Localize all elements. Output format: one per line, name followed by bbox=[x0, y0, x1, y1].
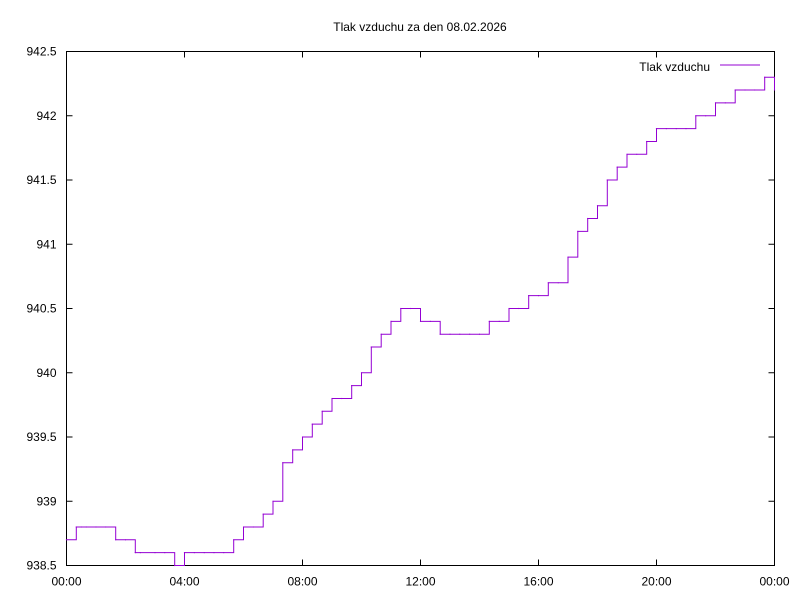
data-point bbox=[400, 307, 402, 310]
x-tick-label: 04:00 bbox=[169, 575, 199, 589]
y-tick-label: 942 bbox=[36, 109, 56, 123]
data-point bbox=[292, 449, 294, 451]
x-tick-label: 00:00 bbox=[51, 575, 81, 589]
data-point bbox=[95, 526, 97, 528]
data-point bbox=[154, 552, 156, 554]
data-point bbox=[419, 320, 422, 322]
data-point bbox=[213, 552, 215, 554]
data-point bbox=[773, 89, 776, 91]
data-point bbox=[616, 166, 618, 168]
data-point bbox=[65, 539, 68, 541]
data-point bbox=[193, 552, 195, 554]
data-point bbox=[262, 513, 264, 515]
data-point bbox=[626, 153, 628, 155]
data-point bbox=[311, 423, 313, 425]
data-point bbox=[341, 397, 343, 400]
data-point bbox=[557, 282, 559, 284]
data-point bbox=[164, 552, 166, 554]
data-point bbox=[85, 526, 87, 528]
data-point bbox=[695, 115, 697, 117]
data-point bbox=[764, 76, 766, 78]
data-point bbox=[124, 539, 127, 541]
series-group bbox=[65, 76, 776, 567]
y-tick-label: 940 bbox=[36, 366, 56, 380]
data-point bbox=[665, 128, 667, 130]
data-point bbox=[724, 102, 726, 104]
data-point bbox=[223, 552, 225, 554]
data-point bbox=[139, 552, 141, 554]
data-point bbox=[360, 372, 363, 374]
data-point bbox=[508, 307, 510, 310]
data-point bbox=[75, 526, 77, 528]
data-point bbox=[301, 436, 304, 438]
y-tick-label: 938.5 bbox=[26, 559, 56, 573]
data-point bbox=[744, 89, 746, 91]
data-point bbox=[577, 230, 579, 232]
data-point bbox=[410, 307, 412, 310]
data-point bbox=[488, 320, 490, 322]
data-point bbox=[449, 333, 451, 335]
x-tick-label: 00:00 bbox=[759, 575, 789, 589]
data-point bbox=[646, 140, 648, 143]
data-point bbox=[478, 333, 481, 335]
x-tick-label: 08:00 bbox=[287, 575, 317, 589]
chart-title: Tlak vzduchu za den 08.02.2026 bbox=[333, 20, 507, 34]
data-point bbox=[567, 256, 569, 258]
data-point bbox=[183, 552, 186, 554]
data-point bbox=[272, 500, 274, 502]
data-point bbox=[115, 539, 117, 541]
data-point bbox=[675, 128, 677, 130]
data-point bbox=[754, 89, 756, 91]
x-tick-label: 20:00 bbox=[641, 575, 671, 589]
data-point bbox=[439, 333, 441, 335]
data-point bbox=[537, 295, 540, 297]
y-tick-label: 942.5 bbox=[26, 45, 56, 59]
data-point bbox=[587, 217, 589, 220]
data-point bbox=[734, 89, 736, 91]
data-point bbox=[498, 320, 500, 322]
data-point bbox=[203, 552, 205, 554]
data-point bbox=[80, 526, 82, 528]
data-point bbox=[242, 526, 245, 528]
data-point bbox=[331, 397, 333, 400]
data-point bbox=[469, 333, 471, 335]
data-point bbox=[429, 320, 431, 322]
x-axis-ticks: 00:00 04:00 08:00 12:00 16:00 20:00 00:00 bbox=[51, 51, 790, 589]
data-point bbox=[390, 320, 392, 322]
y-axis-ticks: 938.5 939 939.5 940 940.5 941 941.5 942 942.5 bbox=[26, 45, 775, 573]
legend-label: Tlak vzduchu bbox=[639, 60, 710, 74]
data-point bbox=[174, 564, 176, 567]
data-point bbox=[370, 346, 372, 348]
data-point bbox=[714, 102, 717, 104]
data-point bbox=[685, 128, 687, 130]
data-point bbox=[636, 153, 638, 155]
data-point bbox=[705, 115, 707, 117]
data-point bbox=[282, 462, 284, 464]
data-point bbox=[528, 295, 530, 297]
data-point bbox=[596, 205, 599, 207]
y-tick-label: 939 bbox=[36, 494, 56, 508]
y-tick-label: 939.5 bbox=[26, 430, 56, 444]
legend: Tlak vzduchu bbox=[639, 60, 760, 74]
y-tick-label: 941 bbox=[36, 237, 56, 251]
data-point bbox=[459, 333, 461, 335]
data-point bbox=[547, 282, 549, 284]
data-point bbox=[233, 539, 235, 541]
y-tick-label: 940.5 bbox=[26, 302, 56, 316]
data-point bbox=[518, 307, 520, 310]
y-tick-label: 941.5 bbox=[26, 173, 56, 187]
data-point bbox=[606, 179, 608, 181]
data-point bbox=[655, 128, 658, 130]
x-tick-label: 12:00 bbox=[405, 575, 435, 589]
data-point bbox=[134, 552, 136, 554]
x-tick-label: 16:00 bbox=[523, 575, 553, 589]
data-point bbox=[252, 526, 254, 528]
data-point bbox=[380, 333, 382, 335]
data-point bbox=[105, 526, 107, 528]
data-point bbox=[351, 385, 353, 387]
data-point bbox=[321, 410, 323, 412]
